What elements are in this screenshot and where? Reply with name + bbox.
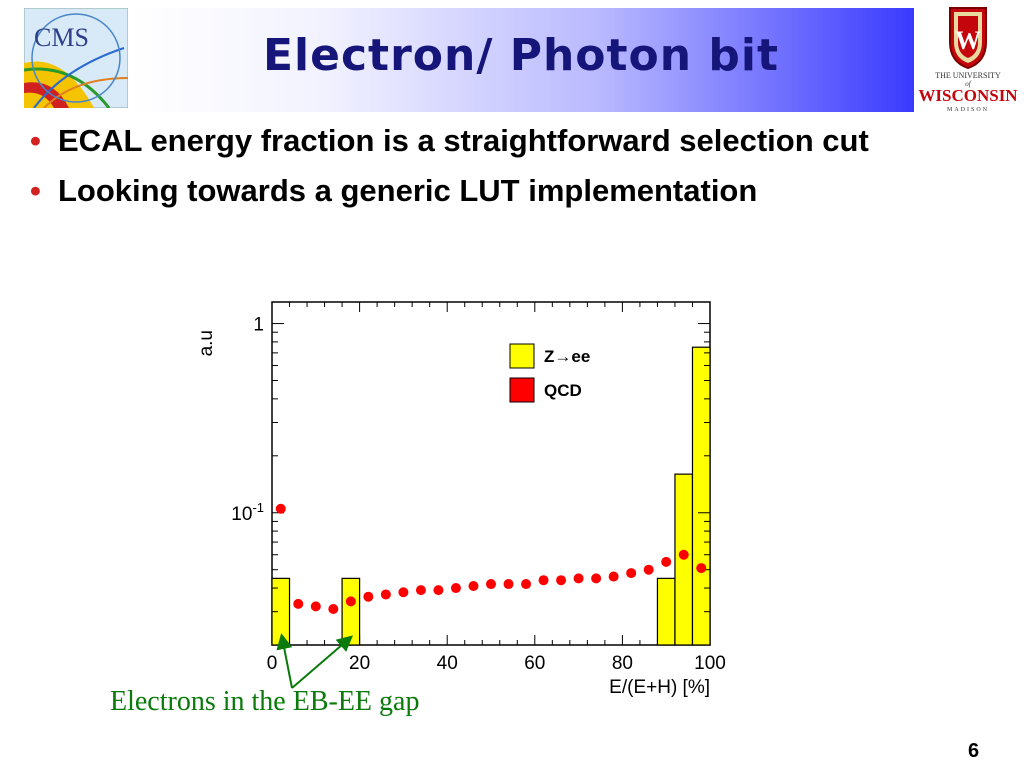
svg-text:W: W (955, 26, 981, 55)
histogram-bar (656, 577, 676, 646)
histogram-bar (691, 346, 711, 646)
qcd-point (573, 573, 584, 584)
qcd-point (556, 575, 567, 586)
bullet-marker: • (30, 173, 41, 208)
x-tick-label: 20 (349, 653, 370, 674)
qcd-point (521, 579, 532, 590)
bullet-text: Looking towards a generic LUT implementa… (58, 173, 758, 208)
x-tick-label: 60 (524, 653, 545, 674)
page-number: 6 (968, 740, 980, 762)
uw-logo-line1: THE UNIVERSITY (935, 71, 1001, 80)
qcd-point (661, 556, 672, 567)
bullet-marker: • (30, 123, 41, 158)
qcd-point (433, 585, 444, 596)
plot-frame (271, 301, 711, 646)
x-tick-label: 0 (267, 653, 278, 674)
legend-label: Z→ee (544, 347, 590, 366)
bullet-item: • ECAL energy fraction is a straightforw… (30, 122, 990, 160)
qcd-point (398, 587, 409, 598)
cms-logo: CMS (24, 8, 128, 108)
qcd-point (591, 573, 602, 584)
cms-logo-text: CMS (34, 23, 89, 52)
qcd-point (293, 598, 304, 609)
uw-logo-line3: WISCONSIN (918, 86, 1018, 105)
qcd-point (678, 549, 689, 560)
y-axis-label: a.u (196, 330, 217, 356)
x-axis-label: E/(E+H) [%] (609, 677, 710, 698)
uw-logo-line2: of (965, 80, 972, 88)
qcd-point (538, 575, 549, 586)
gap-annotation: Electrons in the EB-EE gap (110, 686, 420, 717)
slide-title: Electron/ Photon bit (262, 30, 780, 81)
x-tick-label: 100 (694, 653, 726, 674)
qcd-point (643, 564, 654, 575)
y-tick-label: 10-1 (231, 500, 264, 525)
x-tick-label: 80 (612, 653, 633, 674)
qcd-point (626, 568, 637, 579)
bullet-list: • ECAL energy fraction is a straightforw… (30, 122, 990, 222)
bullet-item: • Looking towards a generic LUT implemen… (30, 172, 990, 210)
uw-logo: W THE UNIVERSITY of WISCONSIN MADISON (918, 7, 1018, 113)
qcd-point (415, 585, 426, 596)
qcd-point (450, 583, 461, 594)
y-tick-label: 1 (253, 315, 264, 336)
qcd-point (363, 591, 374, 602)
qcd-point (486, 579, 496, 590)
bullet-text: ECAL energy fraction is a straightforwar… (58, 123, 869, 158)
qcd-point (696, 563, 707, 574)
qcd-point (608, 571, 619, 582)
qcd-point (345, 596, 356, 607)
legend-swatch (509, 377, 535, 403)
qcd-point (468, 581, 479, 592)
qcd-point (275, 503, 286, 514)
legend-label: QCD (544, 381, 582, 400)
ecal-fraction-chart: 0 20 40 60 80 100 1 10-1 E/(E+H) [%] a.u Z→ee QCD (196, 301, 726, 698)
qcd-point (310, 601, 321, 612)
histogram-bar (341, 577, 361, 646)
qcd-point (328, 603, 339, 614)
qcd-point (503, 579, 514, 590)
legend-swatch (509, 343, 535, 369)
qcd-point (380, 589, 391, 600)
x-tick-label: 40 (437, 653, 458, 674)
title-bar: Electron/ Photon bit (128, 8, 914, 112)
uw-logo-line4: MADISON (947, 107, 989, 113)
